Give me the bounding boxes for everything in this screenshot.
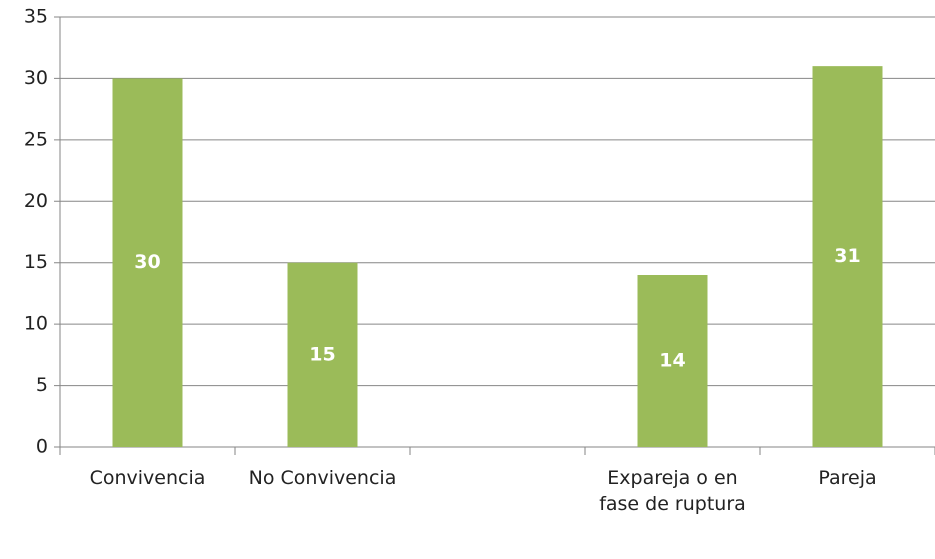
y-tick-label: 10 bbox=[24, 313, 48, 335]
y-tick-label: 30 bbox=[24, 67, 48, 89]
x-tick-label: Expareja o en fase de ruptura bbox=[599, 467, 746, 515]
y-tick-label: 20 bbox=[24, 190, 48, 212]
bar bbox=[812, 66, 883, 448]
x-tick-label: Convivencia bbox=[89, 467, 206, 489]
bar bbox=[287, 262, 358, 447]
x-tick-label: No Convivencia bbox=[248, 467, 397, 489]
data-label: 31 bbox=[834, 245, 860, 267]
y-tick-label: 35 bbox=[24, 6, 48, 28]
y-tick-label: 15 bbox=[24, 251, 48, 273]
x-tick-label: Pareja bbox=[818, 467, 877, 489]
bar bbox=[112, 78, 183, 447]
data-label: 14 bbox=[659, 350, 685, 372]
bar bbox=[637, 275, 708, 447]
data-label: 30 bbox=[134, 251, 160, 273]
y-tick-label: 5 bbox=[36, 374, 48, 396]
y-tick-label: 25 bbox=[24, 128, 48, 150]
y-tick-label: 0 bbox=[36, 436, 48, 458]
data-label: 15 bbox=[309, 343, 335, 365]
